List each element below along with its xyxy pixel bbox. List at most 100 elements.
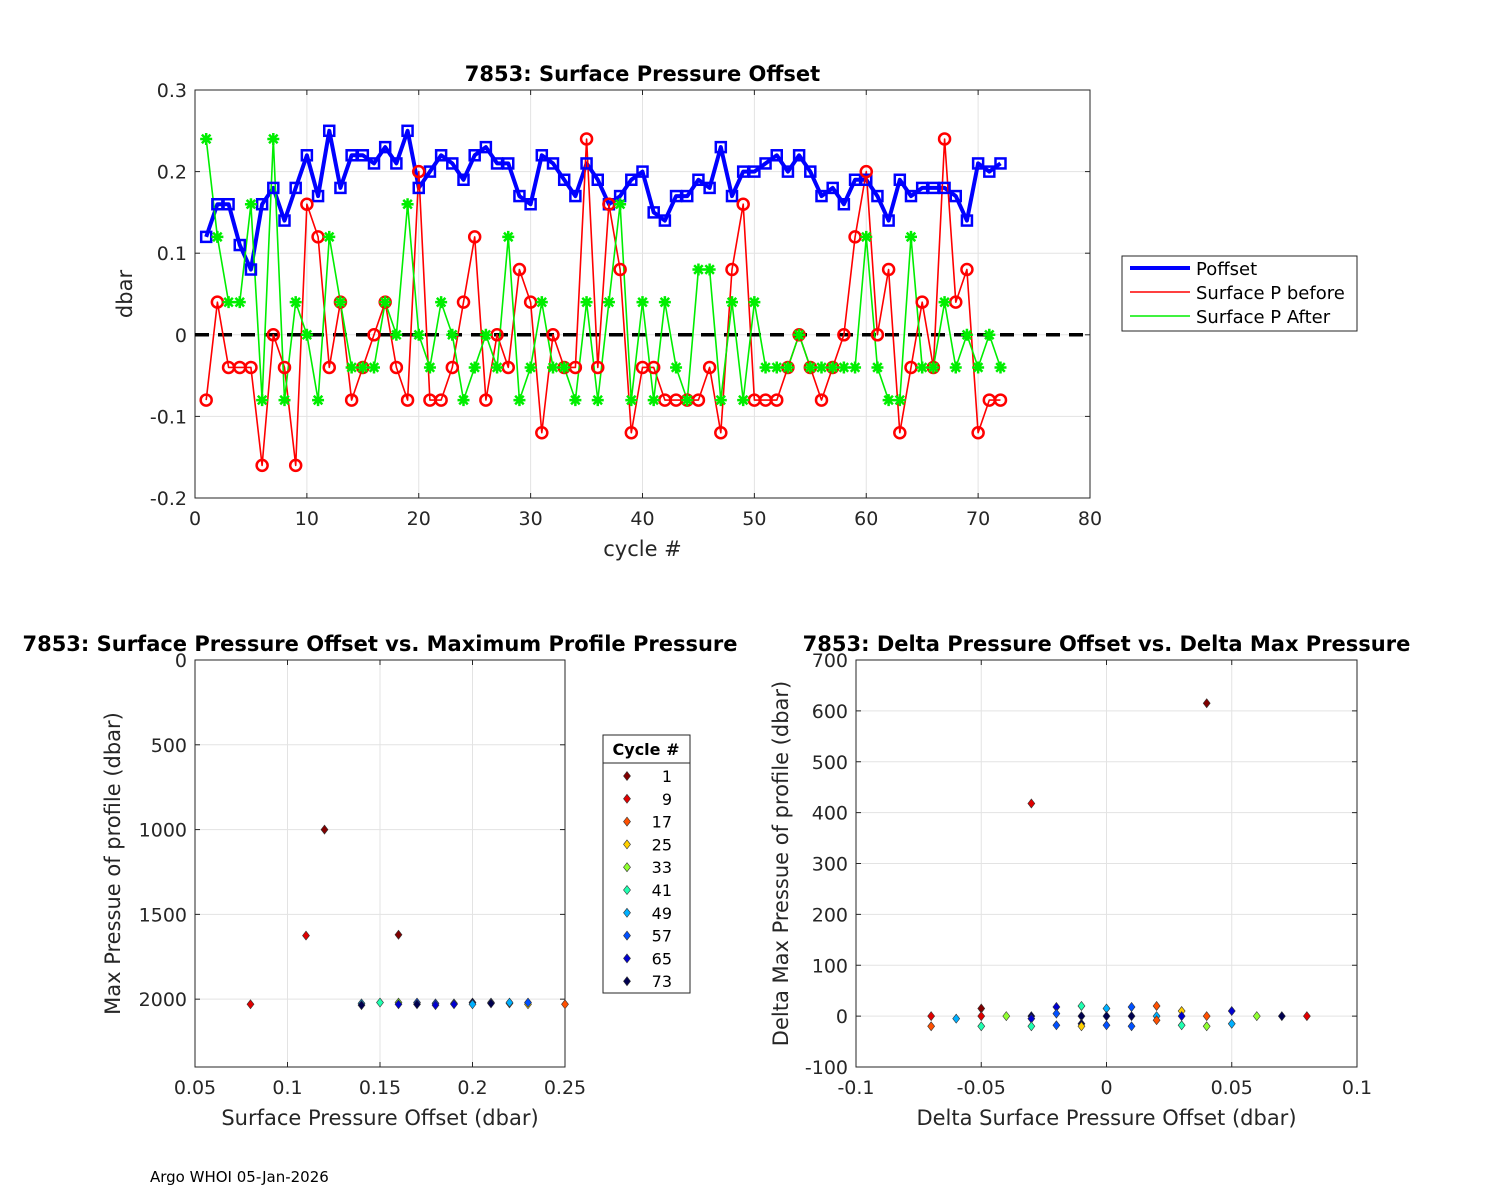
poffset-marker <box>513 189 526 203</box>
axes-box <box>855 659 1358 1068</box>
poffset-marker <box>311 189 325 203</box>
after-marker <box>826 361 839 374</box>
after-marker <box>692 263 705 276</box>
poffset-marker <box>378 140 392 154</box>
surface-after-line <box>205 138 1002 401</box>
poffset-marker <box>882 214 895 227</box>
legend-label: 57 <box>652 927 672 946</box>
before-marker <box>714 425 728 440</box>
before-marker <box>725 262 739 277</box>
poffset-marker <box>468 149 481 162</box>
poffset-marker <box>826 181 839 195</box>
after-marker <box>960 328 973 341</box>
scatter-point <box>357 1000 366 1011</box>
cycle-legend: Cycle # 1 9 17 25 33 41 49 57 65 73 <box>602 734 691 994</box>
before-marker <box>971 425 985 440</box>
after-marker <box>905 230 917 243</box>
after-marker <box>860 230 873 243</box>
poffset-marker <box>524 197 537 211</box>
poffset-marker <box>334 181 347 195</box>
scatter-point <box>927 1011 936 1022</box>
before-marker <box>993 393 1008 407</box>
before-marker <box>893 425 907 440</box>
before-marker <box>367 328 381 342</box>
before-marker <box>937 132 952 146</box>
poffset-marker <box>502 157 515 170</box>
after-marker <box>837 361 850 374</box>
before-marker <box>400 393 415 407</box>
scatter-point <box>1152 1015 1161 1026</box>
poffset-marker <box>893 173 907 187</box>
after-marker <box>368 361 380 374</box>
poffset-marker <box>535 149 549 162</box>
scatter-point <box>623 816 631 827</box>
after-marker <box>244 198 257 211</box>
scatter-point <box>376 997 384 1008</box>
before-marker <box>434 393 448 407</box>
poffset-marker <box>401 124 414 138</box>
poffset-marker <box>681 189 694 203</box>
after-marker <box>591 394 604 407</box>
legend-label: Poffset <box>1196 259 1257 280</box>
legend-label: 17 <box>652 813 672 832</box>
after-marker <box>558 361 571 374</box>
after-marker <box>200 132 213 145</box>
before-marker <box>255 458 269 473</box>
poffset-marker <box>871 189 884 203</box>
scatter-point <box>413 999 421 1010</box>
scatter-point <box>505 997 514 1008</box>
poffset-marker <box>569 189 582 203</box>
after-marker <box>670 361 683 374</box>
after-marker <box>513 394 526 407</box>
scatter-point <box>468 999 477 1010</box>
scatter-point <box>1127 1011 1136 1022</box>
poffset-marker <box>994 157 1007 170</box>
scatter-point <box>524 997 532 1008</box>
x-tick-label: 0.25 <box>544 1077 586 1099</box>
after-marker <box>423 361 436 374</box>
scatter-point <box>1102 1020 1111 1031</box>
poffset-marker <box>390 157 403 170</box>
scatter-point <box>1202 1011 1211 1022</box>
after-marker <box>267 132 280 145</box>
after-marker <box>457 394 470 407</box>
scatter-point <box>623 930 631 941</box>
scatter-point <box>1303 1011 1311 1022</box>
before-marker <box>960 262 974 277</box>
x-tick-label: 0 <box>189 508 201 530</box>
after-marker <box>602 296 615 309</box>
after-marker <box>580 296 593 309</box>
y-tick-label: 500 <box>151 735 187 757</box>
poffset-marker <box>904 189 918 203</box>
offset-vs-maxpressure-chart: 0.05 0.1 0.15 0.2 0.25 0 500 1000 1500 2000 7853: … <box>22 632 737 1130</box>
scatter-point <box>623 793 631 804</box>
poffset-marker <box>323 124 336 138</box>
x-tick-label: 80 <box>1078 508 1102 530</box>
poffset-marker <box>792 149 806 162</box>
scatter-point <box>623 976 631 987</box>
scatter-point <box>394 929 403 940</box>
scatter-point <box>952 1013 961 1024</box>
x-tick-label: 0 <box>1100 1077 1112 1099</box>
poffset-marker <box>546 157 560 170</box>
before-marker <box>646 360 661 375</box>
after-marker <box>681 394 694 407</box>
x-tick-label: 70 <box>966 508 990 530</box>
poffset-marker <box>971 157 985 170</box>
after-marker <box>793 328 806 341</box>
before-marker <box>199 393 213 407</box>
before-marker <box>613 262 627 277</box>
after-marker <box>345 361 358 374</box>
y-axis-label: Max Pressue of profile (dbar) <box>101 712 125 1015</box>
before-marker <box>579 132 594 146</box>
x-tick-label: -0.05 <box>957 1077 1006 1099</box>
after-marker <box>871 361 884 374</box>
after-marker <box>222 296 235 309</box>
poffset-marker <box>233 238 246 252</box>
before-marker <box>300 197 314 211</box>
timeseries-legend: Poffset Surface P before Surface P After <box>1121 255 1358 332</box>
poffset-line <box>204 128 1002 272</box>
scatter-point <box>623 885 631 895</box>
scatter-point <box>1052 1020 1061 1031</box>
y-tick-label: 100 <box>812 955 848 977</box>
